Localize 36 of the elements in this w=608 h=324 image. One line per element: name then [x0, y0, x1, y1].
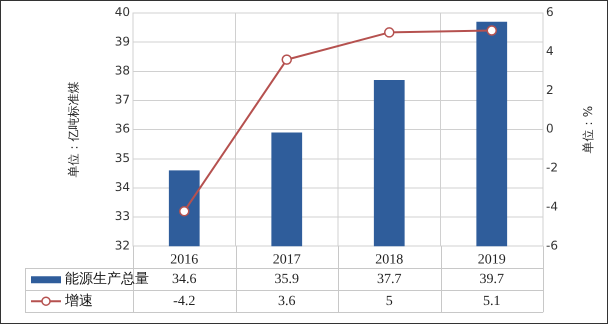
y-tick-label: 38 — [114, 63, 130, 78]
data-label: 3.6 — [278, 294, 296, 309]
y-tick-label: 36 — [114, 122, 130, 136]
y-tick-label: 33 — [114, 209, 130, 224]
point — [282, 54, 292, 65]
y-tick-label: 40 — [114, 5, 130, 20]
data-label: 5 — [386, 294, 393, 309]
legend-label: 增速 — [64, 292, 93, 309]
point — [486, 25, 497, 36]
point — [384, 27, 394, 38]
y2-axis-title: 单位：% — [581, 106, 596, 154]
data-label: 5.1 — [483, 294, 500, 309]
data-label: 39.7 — [480, 272, 504, 287]
y2-tick-label: 2 — [546, 82, 554, 97]
y-axis-title: 单位：亿吨标准煤 — [66, 82, 80, 178]
x-tick-label: 2017 — [272, 252, 301, 268]
y2-tick-label: -2 — [546, 160, 558, 175]
y-tick-label: 35 — [114, 150, 130, 165]
data-label: 35.9 — [274, 272, 299, 287]
y2-tick-label: 0 — [546, 122, 554, 136]
point — [179, 206, 190, 216]
data-label: -4.2 — [173, 294, 196, 309]
data-label: 34.6 — [172, 272, 196, 287]
legend-label: 能源生产总量 — [65, 270, 149, 287]
x-tick-label: 2016 — [170, 252, 198, 268]
y-tick-label: 32 — [114, 238, 130, 252]
y2-tick-label: 4 — [546, 44, 554, 58]
data-label: 37.7 — [377, 272, 402, 287]
y2-tick-label: -4 — [546, 199, 558, 214]
y2-tick-label: -6 — [546, 238, 558, 252]
y-tick-label: 37 — [114, 92, 130, 107]
y2-tick-label: 6 — [546, 5, 554, 20]
y-tick-label: 39 — [114, 34, 130, 48]
x-tick-label: 2018 — [375, 252, 404, 268]
x-tick-label: 2019 — [478, 252, 506, 268]
y-tick-label: 34 — [114, 180, 130, 194]
